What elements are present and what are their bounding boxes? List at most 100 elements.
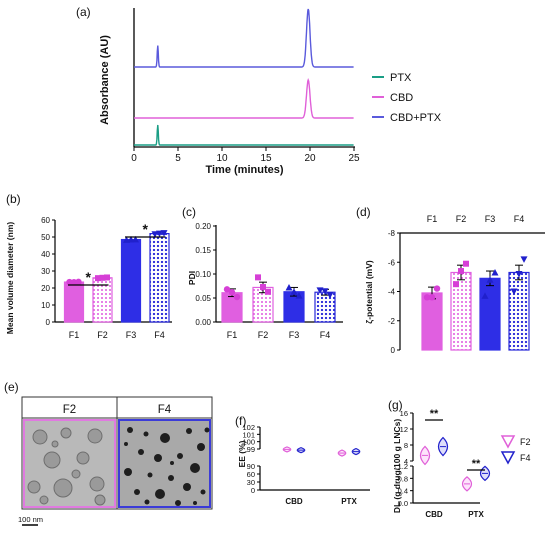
d-g-point <box>491 268 499 276</box>
b-g-category-f4: F4 <box>154 330 165 340</box>
panel-a-xtick-label: 5 <box>175 153 181 164</box>
c-g-point <box>228 289 236 296</box>
d-g-point <box>463 260 469 267</box>
panel-a-xtick-label: 0 <box>131 153 137 164</box>
em-particle <box>53 478 73 498</box>
legend-label-cbd: CBD <box>390 92 413 104</box>
panel-b: (b) Mean volume diameter (nm) 0 10 20 30 40 5… <box>5 192 172 340</box>
d-g-ytick-label: -6 <box>388 258 396 267</box>
panel-a-xtick-label: 10 <box>216 153 228 164</box>
f-g-category-cbd: CBD <box>285 497 303 506</box>
b-g-point <box>127 236 135 243</box>
c-g-category-f1: F1 <box>227 330 238 340</box>
b-g-ytick-label: 10 <box>41 301 50 310</box>
c-g-point <box>326 292 334 299</box>
c-g-category-f2: F2 <box>258 330 269 340</box>
panel-a-xtick-label: 20 <box>304 153 316 164</box>
legend-marker-f4 <box>500 451 516 465</box>
b-g-point <box>104 274 110 281</box>
c-g-ytick-label: 0.00 <box>195 318 211 327</box>
c-g-ytick-label: 0.05 <box>195 294 211 303</box>
d-g-bar-f4 <box>508 271 530 351</box>
em-particle <box>60 427 72 439</box>
em-particle <box>204 427 210 433</box>
em-particle <box>144 499 150 505</box>
c-g-category-f4: F4 <box>320 330 331 340</box>
significance-label: ** <box>430 408 439 420</box>
f-g-ytick-label: 101 <box>242 430 255 439</box>
em-particle <box>89 476 105 492</box>
panel-f-label: (f) <box>235 414 246 428</box>
d-g-point <box>510 288 518 295</box>
scale-bar-label: 100 nm <box>18 515 43 524</box>
b-g-category-f3: F3 <box>126 330 137 340</box>
panel-b-ylabel: Mean volume diameter (nm) <box>5 222 15 335</box>
c-g-point <box>295 292 303 299</box>
panel-a-ylabel: Absorbance (AU) <box>99 35 111 125</box>
d-g-point <box>515 270 523 278</box>
c-g-point <box>285 283 293 291</box>
panel-g-label: (g) <box>388 398 403 412</box>
em-particle <box>190 463 200 473</box>
g-g-ytick-label: 8 <box>404 441 408 450</box>
legend-marker-f2 <box>500 435 516 449</box>
c-g-point <box>233 293 241 301</box>
f-g-ytick-label: 60 <box>247 470 255 479</box>
panel-d-label: (d) <box>356 205 371 219</box>
em-particle <box>87 428 103 444</box>
f-g-ytick-label: 0 <box>251 486 255 495</box>
b-g-point <box>66 278 73 286</box>
c-g-point <box>223 286 231 293</box>
c-g-ytick-label: 0.15 <box>195 246 211 255</box>
em-particle <box>76 451 90 465</box>
em-particle <box>160 433 170 443</box>
em-particle <box>134 489 140 495</box>
em-particle <box>193 501 197 505</box>
chromatogram-cbd <box>134 78 354 119</box>
f-g-ytick-label: 90 <box>247 462 255 471</box>
panel-c: (c) PDI 0.00 0.05 0.10 0.15 0.20 F1 F2 F3 F4 <box>182 205 343 340</box>
d-g-point <box>486 276 494 283</box>
b-g-point <box>99 274 106 281</box>
em-particle <box>200 489 206 495</box>
em-particle <box>32 429 48 445</box>
em-particle <box>43 451 61 469</box>
d-g-ytick-label: -4 <box>388 288 396 297</box>
em-particle <box>71 469 81 479</box>
b-g-ytick-label: 40 <box>41 250 50 259</box>
g-g-ytick-label: 12 <box>400 425 408 434</box>
d-g-ytick-label: 0 <box>391 346 396 355</box>
em-header-f4: F4 <box>158 404 172 416</box>
legend-label-cbd-ptx: CBD+PTX <box>390 112 442 124</box>
b-g-ytick-label: 50 <box>41 233 50 242</box>
c-g-bar-f4 <box>314 291 336 323</box>
d-g-point <box>458 268 464 275</box>
d-g-bar-f1 <box>421 292 443 351</box>
c-g-point <box>316 287 324 294</box>
d-g-bar-f3 <box>479 277 501 351</box>
b-g-category-f1: F1 <box>69 330 80 340</box>
c-g-point <box>265 288 271 295</box>
g-g-ytick-label: 4 <box>404 457 408 466</box>
panel-g-ylabel: DL (g drug/100 g LNCs) <box>392 419 402 513</box>
panel-d-ylabel: ζ-potential (mV) <box>364 260 374 324</box>
b-g-ytick-label: 20 <box>41 284 50 293</box>
f-g-ytick-label: 102 <box>242 423 255 432</box>
d-g-category-f1: F1 <box>427 214 438 224</box>
b-g-point <box>75 278 82 286</box>
b-g-point <box>160 230 168 237</box>
b-g-ytick-label: 0 <box>46 318 51 327</box>
g-g-category-cbd: CBD <box>425 510 443 519</box>
panel-a: (a) Absorbance (AU) 0 5 10 15 20 25 Time (min… <box>76 5 442 176</box>
em-particle <box>124 468 132 476</box>
panel-g: (g) DL (g drug/100 g LNCs) 4 8 12 16 0.0 0.4 0… <box>388 398 531 519</box>
c-g-point <box>321 288 329 295</box>
g-g-ytick-label: 0.0 <box>398 499 408 508</box>
d-g-ytick-label: -2 <box>388 317 396 326</box>
em-particle <box>177 453 183 459</box>
chromatogram-cbd-ptx <box>134 8 354 68</box>
b-g-ytick-label: 60 <box>41 216 50 225</box>
panel-c-label: (c) <box>182 205 196 219</box>
significance-label: ** <box>472 458 481 470</box>
